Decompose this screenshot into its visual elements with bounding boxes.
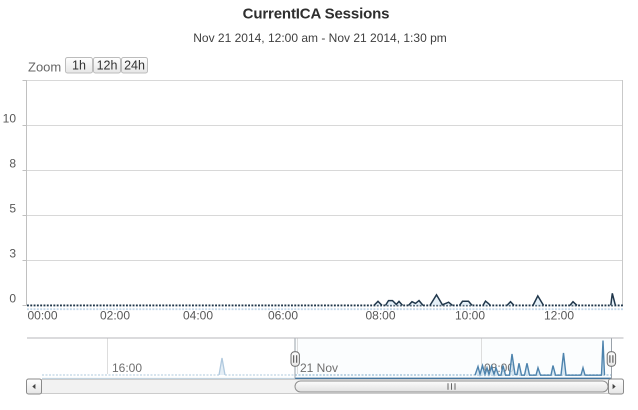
svg-text:Nov 21 2014, 12:00 am - Nov 21: Nov 21 2014, 12:00 am - Nov 21 2014, 1:3… [193,31,447,45]
svg-text:00:00: 00:00 [27,309,57,323]
svg-text:21 Nov: 21 Nov [300,361,338,375]
svg-text:06:00: 06:00 [268,309,298,323]
svg-text:10:00: 10:00 [455,309,485,323]
svg-text:8: 8 [9,157,16,171]
svg-text:24h: 24h [124,59,145,73]
svg-text:CurrentICA Sessions: CurrentICA Sessions [243,6,390,23]
svg-text:08:00: 08:00 [365,309,395,323]
svg-text:16:00: 16:00 [112,361,142,375]
svg-text:04:00: 04:00 [183,309,213,323]
svg-text:1h: 1h [72,59,86,73]
svg-text:02:00: 02:00 [100,309,130,323]
svg-text:12h: 12h [97,59,118,73]
svg-text:Zoom: Zoom [28,60,61,75]
svg-text:10: 10 [3,112,17,126]
svg-text:0: 0 [9,292,16,306]
svg-text:5: 5 [9,202,16,216]
svg-text:3: 3 [9,247,16,261]
svg-text:12:00: 12:00 [544,309,574,323]
